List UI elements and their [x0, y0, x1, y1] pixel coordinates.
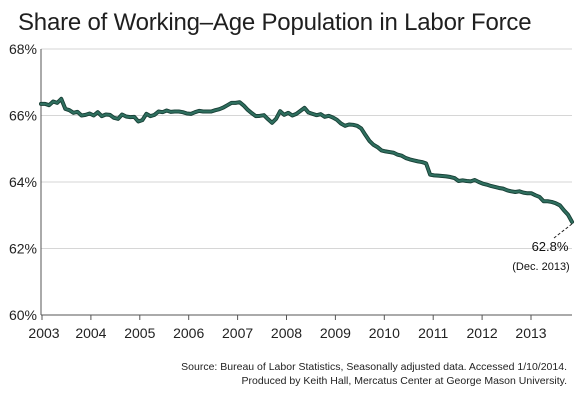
- x-tick-label: 2011: [418, 325, 448, 341]
- series-line: [39, 97, 574, 223]
- chart-title: Share of Working–Age Population in Labor…: [18, 9, 532, 36]
- x-tick-label: 2008: [271, 325, 302, 341]
- y-tick-label: 66%: [9, 108, 37, 124]
- y-tick-label: 62%: [9, 241, 37, 257]
- source-line-1: Source: Bureau of Labor Statistics, Seas…: [181, 361, 567, 373]
- x-tick-label: 2004: [75, 325, 106, 341]
- annotation-leader: [553, 223, 573, 239]
- x-tick-label: 2007: [222, 325, 253, 341]
- x-tick-label: 2010: [369, 325, 400, 341]
- source-note: Source: Bureau of Labor Statistics, Seas…: [67, 360, 567, 388]
- y-tick-label: 60%: [9, 307, 37, 323]
- y-tick-label: 68%: [9, 41, 37, 57]
- x-tick-label: 2005: [124, 325, 155, 341]
- x-tick-label: 2009: [320, 325, 351, 341]
- x-tick-label: 2012: [467, 325, 498, 341]
- x-tick-label: 2013: [515, 325, 546, 341]
- grid-lines: [41, 48, 572, 316]
- y-tick-label: 64%: [9, 174, 37, 190]
- source-line-2: Produced by Keith Hall, Mercatus Center …: [241, 375, 567, 387]
- x-tick-label: 2006: [173, 325, 204, 341]
- annotation-date-label: (Dec. 2013): [512, 261, 569, 273]
- x-tick-label: 2003: [28, 325, 59, 341]
- annotation-value-label: 62.8%: [532, 239, 569, 254]
